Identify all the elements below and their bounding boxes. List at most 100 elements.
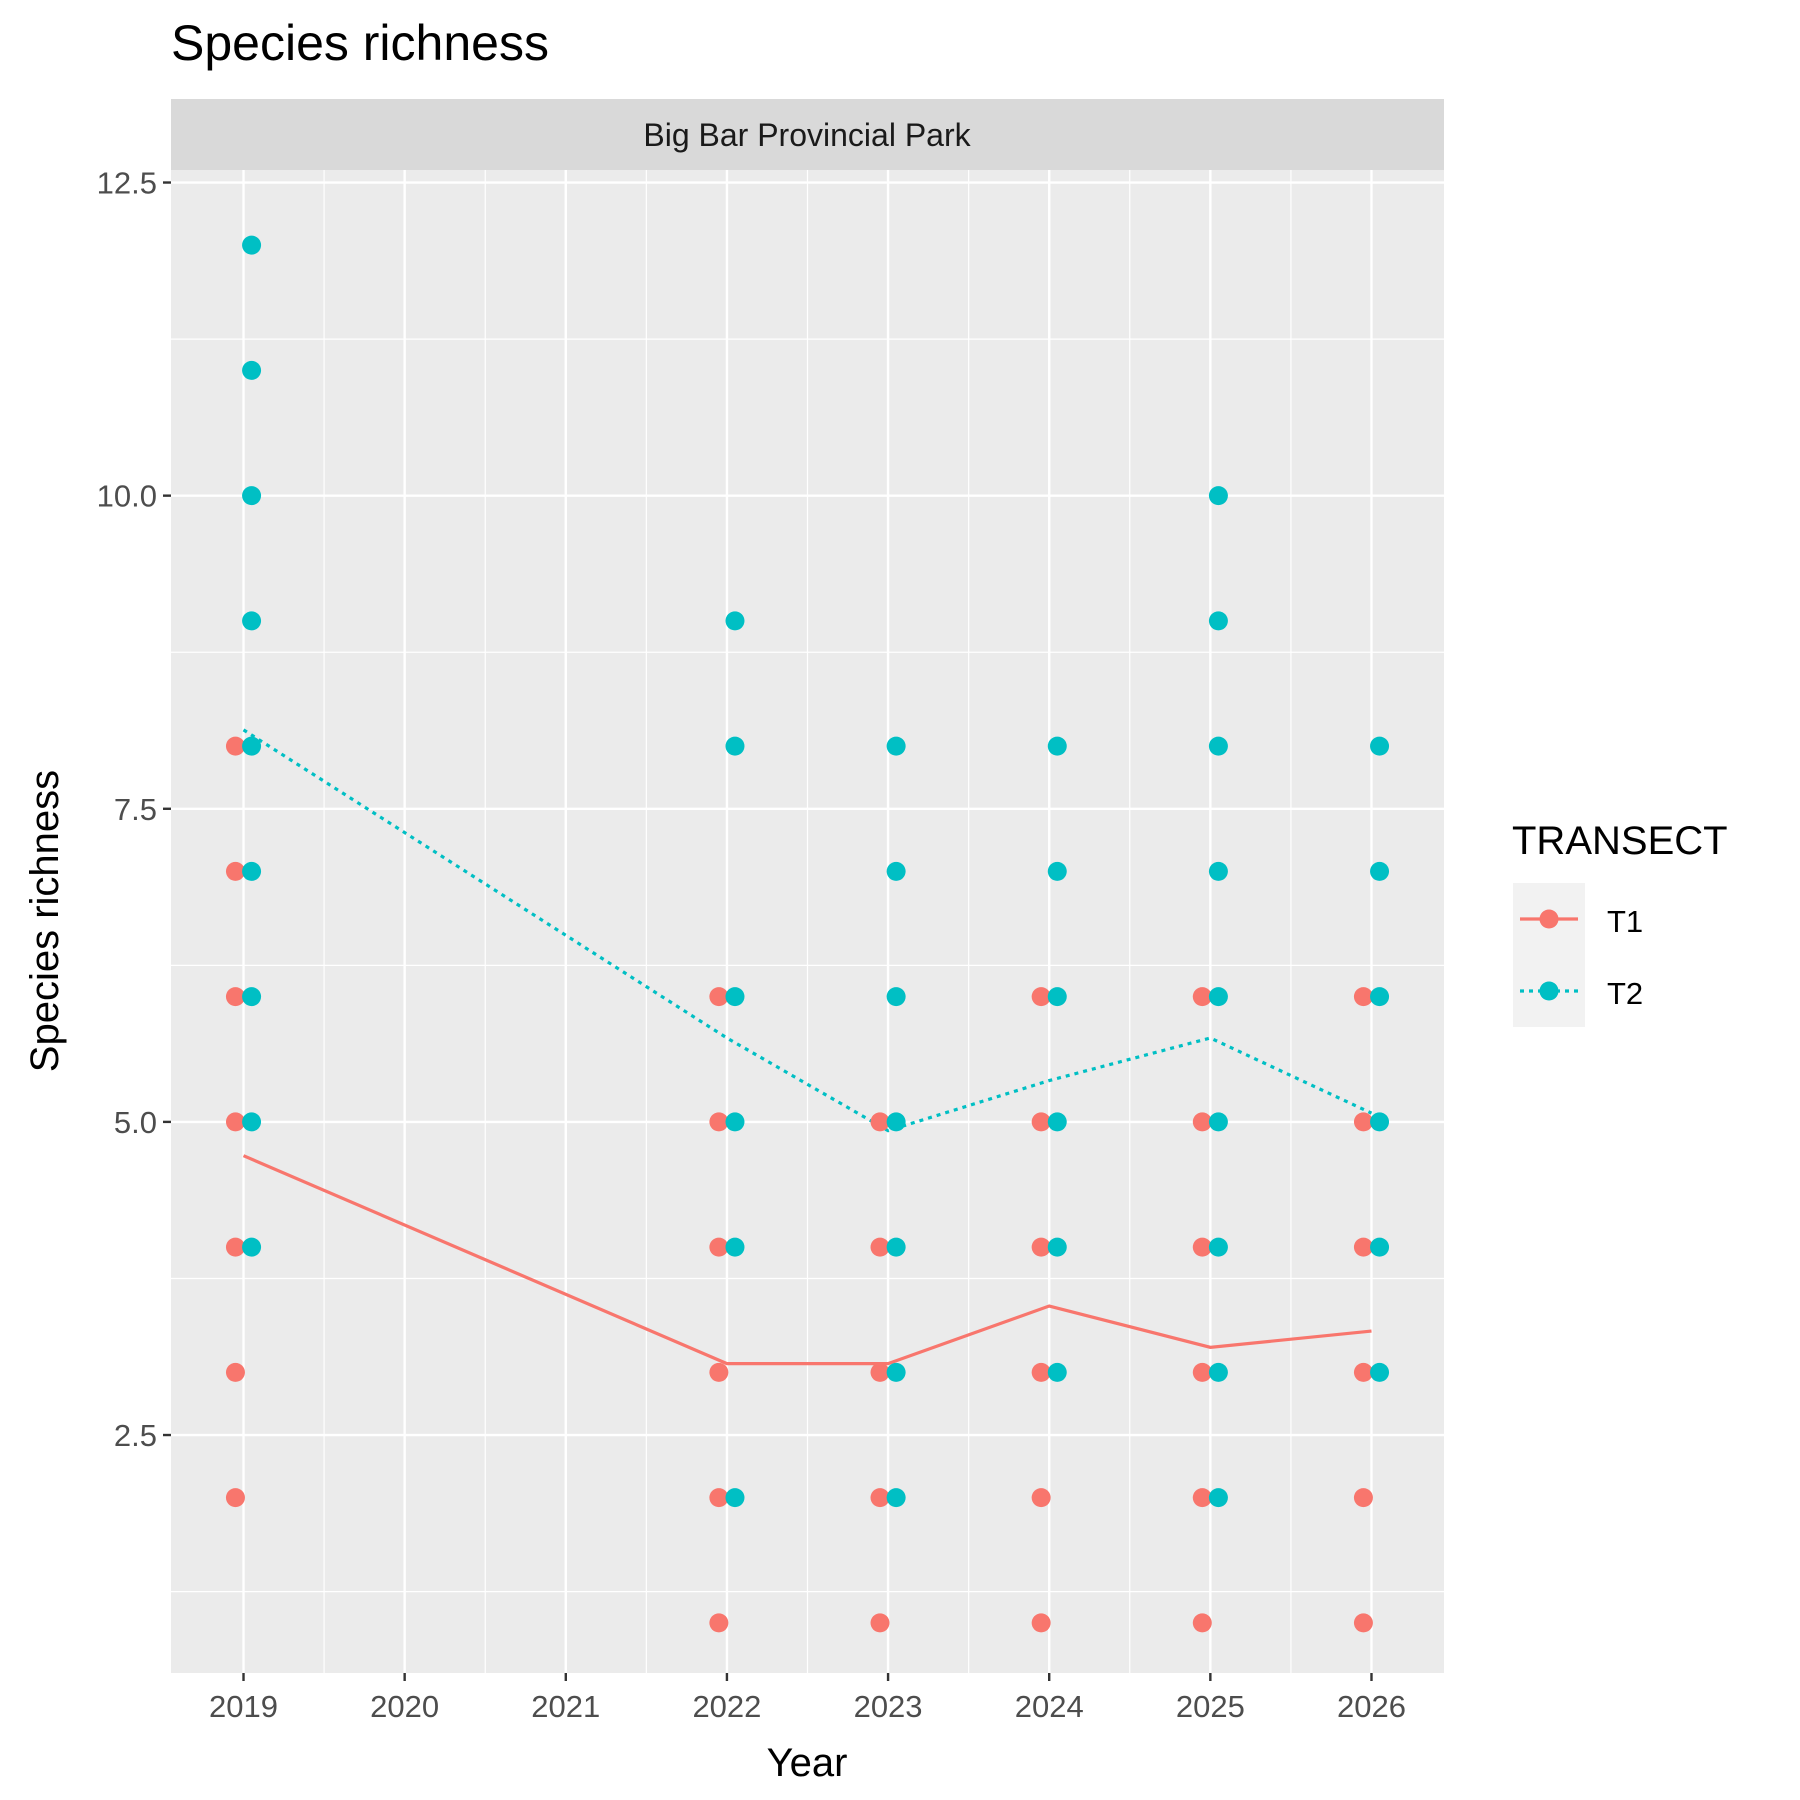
point-t2 [1208, 486, 1228, 506]
x-tick-label: 2021 [531, 1689, 600, 1724]
point-t1 [225, 1237, 245, 1257]
point-t2 [1370, 736, 1390, 756]
point-t2 [1208, 1237, 1228, 1257]
legend-key-point-t2 [1539, 981, 1559, 1001]
point-t2 [1208, 987, 1228, 1007]
point-t1 [709, 987, 729, 1007]
point-t2 [1208, 1112, 1228, 1132]
point-t1 [870, 1112, 890, 1132]
point-t2 [725, 611, 745, 631]
point-t1 [1031, 1488, 1051, 1508]
y-tick-label: 12.5 [97, 166, 157, 201]
point-t2 [886, 736, 906, 756]
chart-title: Species richness [171, 15, 549, 71]
point-t1 [1192, 1362, 1212, 1382]
point-t2 [1370, 1237, 1390, 1257]
y-tick-label: 7.5 [114, 792, 157, 827]
point-t2 [886, 1237, 906, 1257]
point-t2 [242, 235, 262, 255]
point-t1 [870, 1613, 890, 1633]
point-t1 [709, 1112, 729, 1132]
x-axis-title: Year [767, 1741, 848, 1785]
point-t2 [242, 486, 262, 506]
facet-label: Big Bar Provincial Park [643, 117, 971, 153]
point-t2 [886, 1362, 906, 1382]
point-t1 [1192, 1613, 1212, 1633]
point-t2 [1047, 861, 1067, 881]
x-tick-label: 2024 [1015, 1689, 1084, 1724]
point-t2 [725, 1488, 745, 1508]
point-t2 [1370, 1362, 1390, 1382]
point-t2 [1208, 1488, 1228, 1508]
point-t2 [1208, 1362, 1228, 1382]
point-t1 [1192, 1237, 1212, 1257]
legend-title: TRANSECT [1512, 819, 1728, 863]
legend-label-t1: T1 [1607, 904, 1643, 939]
y-tick-label: 2.5 [114, 1418, 157, 1453]
x-tick-label: 2020 [370, 1689, 439, 1724]
legend-label-t2: T2 [1607, 976, 1643, 1011]
point-t2 [886, 1112, 906, 1132]
x-tick-label: 2023 [854, 1689, 923, 1724]
point-t1 [870, 1237, 890, 1257]
point-t2 [1047, 1112, 1067, 1132]
point-t2 [1370, 987, 1390, 1007]
axis-ticks [163, 181, 1373, 1681]
point-t1 [225, 1112, 245, 1132]
point-t1 [709, 1613, 729, 1633]
point-t1 [1353, 1237, 1373, 1257]
point-t1 [870, 1362, 890, 1382]
point-t1 [225, 1488, 245, 1508]
point-t2 [242, 1237, 262, 1257]
x-tick-label: 2025 [1176, 1689, 1245, 1724]
point-t2 [1370, 861, 1390, 881]
point-t2 [1047, 1362, 1067, 1382]
point-t1 [1353, 1613, 1373, 1633]
point-t2 [886, 987, 906, 1007]
point-t2 [1208, 611, 1228, 631]
point-t1 [225, 987, 245, 1007]
point-t2 [242, 736, 262, 756]
x-tick-label: 2022 [692, 1689, 761, 1724]
point-t2 [725, 987, 745, 1007]
point-t1 [1353, 1362, 1373, 1382]
point-t2 [1047, 1237, 1067, 1257]
legend: TRANSECT T1 T2 [1512, 819, 1728, 1027]
trend-lines [242, 728, 1373, 1366]
x-tick-label: 2026 [1337, 1689, 1406, 1724]
point-t1 [1031, 1237, 1051, 1257]
y-axis-title: Species richness [23, 770, 67, 1072]
point-t1 [225, 861, 245, 881]
point-t2 [242, 861, 262, 881]
point-t2 [725, 1112, 745, 1132]
point-t1 [1031, 987, 1051, 1007]
y-tick-label: 5.0 [114, 1105, 157, 1140]
grid-major [171, 170, 1444, 1673]
point-t2 [886, 861, 906, 881]
point-t1 [1031, 1613, 1051, 1633]
point-t1 [1192, 1488, 1212, 1508]
y-tick-label: 10.0 [97, 479, 157, 514]
point-t2 [242, 1112, 262, 1132]
point-t2 [242, 611, 262, 631]
point-t1 [1031, 1362, 1051, 1382]
x-tick-label: 2019 [209, 1689, 278, 1724]
point-t2 [1047, 987, 1067, 1007]
point-t1 [870, 1488, 890, 1508]
grid-minor [171, 170, 1444, 1673]
point-t1 [709, 1488, 729, 1508]
legend-keys [1520, 909, 1578, 1001]
data-points [225, 235, 1390, 1633]
point-t2 [1208, 861, 1228, 881]
point-t1 [1353, 1112, 1373, 1132]
point-t1 [709, 1237, 729, 1257]
point-t2 [242, 360, 262, 380]
point-t2 [1208, 736, 1228, 756]
point-t1 [709, 1362, 729, 1382]
point-t2 [725, 736, 745, 756]
point-t2 [242, 987, 262, 1007]
point-t1 [1353, 987, 1373, 1007]
point-t1 [1031, 1112, 1051, 1132]
facet-strip [171, 99, 1444, 170]
